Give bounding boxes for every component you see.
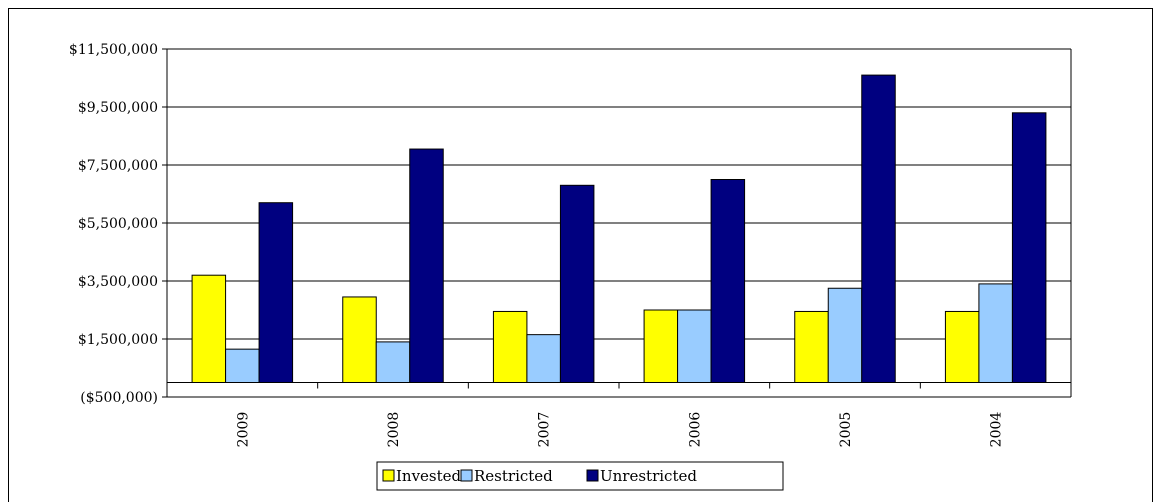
legend-box (376, 461, 784, 491)
bar-invested-2005 (794, 310, 829, 384)
grid-lines (167, 48, 1071, 398)
y-tick-label: $7,500,000 (78, 158, 158, 174)
bar-invested-2004 (944, 310, 980, 384)
bar-unrestricted-2006 (710, 179, 746, 383)
legend: Invested Restricted Unrestricted (376, 461, 784, 491)
legend-swatch-unrestricted (586, 469, 599, 482)
bar-restricted-2008 (375, 341, 411, 383)
bar-invested-2008 (342, 296, 377, 384)
legend-label-restricted: Restricted (474, 467, 553, 485)
x-tick-label: 2006 (687, 412, 703, 448)
y-tick-label: $3,500,000 (78, 274, 158, 290)
y-tick-label: $5,500,000 (78, 216, 158, 232)
bar-invested-2009 (191, 274, 227, 384)
x-tick-label: 2008 (386, 412, 402, 448)
bar-restricted-2004 (978, 283, 1013, 383)
x-tick-label: 2004 (989, 412, 1005, 448)
bar-unrestricted-2005 (861, 74, 896, 383)
x-tick-label: 2007 (537, 412, 553, 448)
x-tick-label: 2009 (235, 412, 251, 448)
legend-label-unrestricted: Unrestricted (600, 467, 697, 485)
x-tick-label: 2005 (838, 412, 854, 448)
bar-invested-2006 (643, 309, 679, 383)
bar-unrestricted-2009 (258, 202, 294, 383)
y-tick-label: ($500,000) (80, 390, 158, 406)
legend-label-invested: Invested (396, 467, 462, 485)
bars (191, 74, 1047, 384)
y-tick-label: $11,500,000 (69, 42, 158, 58)
bar-restricted-2007 (526, 334, 561, 383)
bar-unrestricted-2008 (409, 148, 444, 383)
axes (162, 48, 1072, 398)
legend-swatch-invested (382, 469, 395, 482)
bar-unrestricted-2004 (1011, 112, 1047, 384)
bar-restricted-2006 (677, 309, 712, 383)
bar-restricted-2009 (225, 348, 260, 383)
bar-invested-2007 (492, 310, 528, 384)
y-tick-labels: ($500,000) $1,500,000 $3,500,000 $5,500,000… (69, 42, 158, 406)
legend-swatch-restricted (460, 469, 473, 482)
bar-chart: ($500,000) $1,500,000 $3,500,000 $5,500,000… (69, 42, 1072, 491)
bar-unrestricted-2007 (559, 184, 595, 383)
y-tick-label: $1,500,000 (78, 332, 158, 348)
x-tick-labels: 2009 2008 2007 2006 2005 2004 (235, 412, 1004, 448)
chart-frame: ($500,000) $1,500,000 $3,500,000 $5,500,000… (8, 8, 1153, 502)
bar-restricted-2005 (827, 287, 863, 383)
y-tick-label: $9,500,000 (78, 100, 158, 116)
